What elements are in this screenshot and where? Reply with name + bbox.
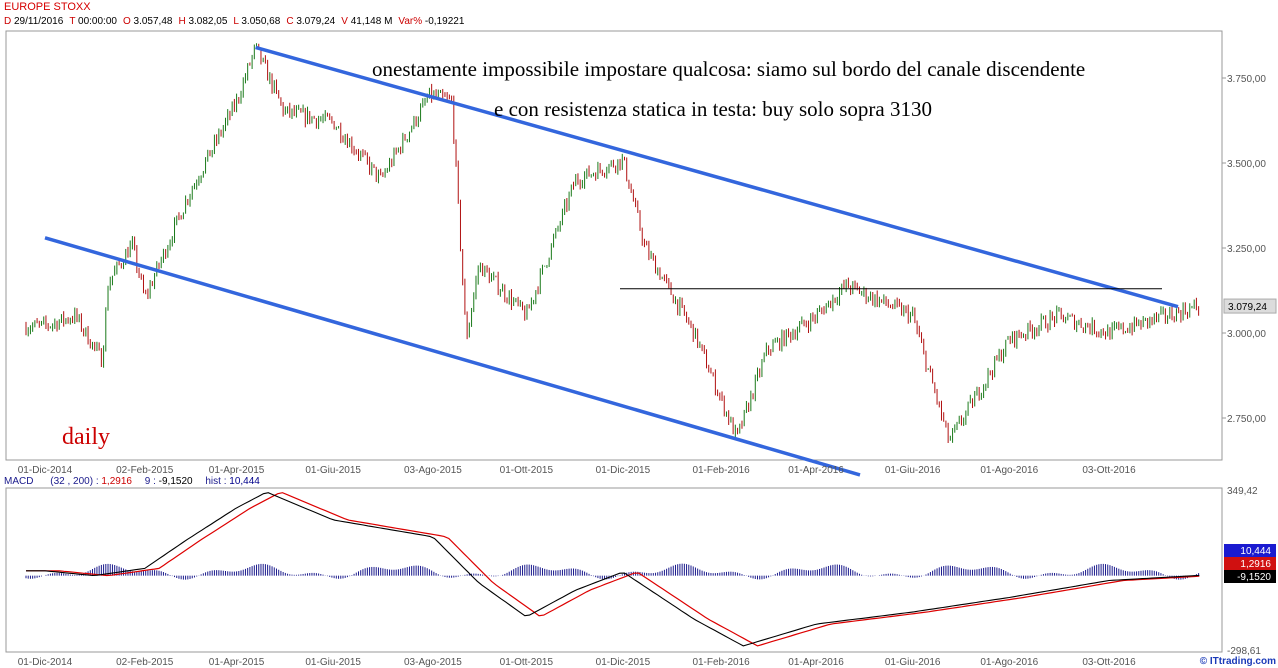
x-tick-label: 01-Giu-2016 — [885, 465, 941, 476]
x-tick-label: 01-Dic-2015 — [596, 465, 651, 476]
y-tick-label: 3.250,00 — [1227, 244, 1266, 255]
macd-params: (32 , 200) : — [50, 476, 99, 487]
x-tick-label: 02-Feb-2015 — [116, 657, 174, 668]
x-tick-label: 01-Giu-2015 — [305, 657, 361, 668]
last-price-box — [1223, 298, 1277, 314]
macd-y-min: -298,61 — [1227, 646, 1261, 657]
price-panel — [5, 30, 1223, 461]
macd-label: MACD — [4, 476, 34, 487]
x-tick-label: 01-Apr-2015 — [209, 465, 265, 476]
x-tick-label: 03-Ott-2016 — [1082, 657, 1136, 668]
x-tick-label: 01-Ott-2015 — [500, 465, 554, 476]
field-value: 29/11/2016 — [14, 16, 64, 27]
field-key: Var% — [398, 16, 425, 27]
macd-value: 1,2916 — [101, 476, 132, 487]
x-tick-label: 03-Ott-2016 — [1082, 465, 1136, 476]
field-key: T — [69, 16, 79, 27]
macd-lines — [25, 492, 1200, 647]
macd-value-box — [1224, 570, 1276, 583]
x-tick-label: 03-Ago-2015 — [404, 465, 462, 476]
hist-value: 10,444 — [229, 476, 260, 487]
macd-line — [26, 492, 1200, 647]
macd-value-label: 10,444 — [1240, 546, 1271, 557]
ohlc-readout: D 29/11/2016 T 00:00:00 O 3.057,48 H 3.082,… — [4, 16, 470, 27]
x-tick-label: 01-Giu-2015 — [305, 465, 361, 476]
field-value: 3.079,24 — [296, 16, 336, 27]
x-tick-label: 01-Feb-2016 — [692, 657, 750, 668]
x-tick-label: 01-Ago-2016 — [980, 657, 1038, 668]
field-key: O — [122, 16, 134, 27]
field-key: C — [286, 16, 297, 27]
x-tick-label: 03-Ago-2015 — [404, 657, 462, 668]
channel-lower-line — [44, 236, 861, 477]
hist-label: hist : — [205, 476, 227, 487]
price-x-axis: 01-Dic-2014 02-Feb-2015 01-Apr-2015 01-Giu-… — [18, 465, 1136, 476]
annotation-line1: onestamente impossibile impostare qualco… — [372, 57, 1085, 81]
field-value: 00:00:00 — [78, 16, 117, 27]
price-overlays — [44, 45, 1179, 477]
field-key: H — [178, 16, 189, 27]
macd-panel — [5, 487, 1223, 653]
annotation-line2: e con resistenza statica in testa: buy s… — [494, 97, 932, 121]
field-value: 3.050,68 — [241, 16, 281, 27]
last-price-label: 3.079,24 — [1228, 302, 1267, 313]
field-key: D — [4, 16, 14, 27]
macd-value-label: -9,1520 — [1237, 572, 1271, 583]
x-tick-label: 01-Ago-2016 — [980, 465, 1038, 476]
channel-upper-line — [255, 45, 1179, 309]
price-y-axis: 3.750,00 3.500,00 3.250,00 3.000,00 2.750,00… — [1222, 74, 1277, 425]
field-key: L — [233, 16, 242, 27]
brand-watermark: © ITtrading.com — [1199, 656, 1276, 667]
signal-label: 9 : — [144, 476, 156, 487]
x-tick-label: 01-Apr-2016 — [788, 657, 844, 668]
x-tick-label: 01-Dic-2015 — [596, 657, 651, 668]
field-value: 3.082,05 — [188, 16, 228, 27]
x-tick-label: 01-Ott-2015 — [500, 657, 554, 668]
y-tick-label: 3.500,00 — [1227, 159, 1266, 170]
macd-readout: MACD (32 , 200) : 1,2916 9 : -9,1520 his… — [4, 476, 270, 487]
signal-line — [26, 492, 1200, 647]
x-tick-label: 01-Dic-2014 — [18, 657, 73, 668]
x-tick-label: 01-Apr-2016 — [788, 465, 844, 476]
x-tick-label: 02-Feb-2015 — [116, 465, 174, 476]
macd-y-max: 349,42 — [1227, 486, 1258, 497]
signal-value: -9,1520 — [158, 476, 193, 487]
y-tick-label: 2.750,00 — [1227, 414, 1266, 425]
y-tick-label: 3.750,00 — [1227, 74, 1266, 85]
field-value: 3.057,48 — [133, 16, 173, 27]
x-tick-label: 01-Feb-2016 — [692, 465, 750, 476]
daily-label: daily — [62, 424, 110, 450]
macd-y-axis: 349,42 -298,61 10,444 1,2916 -9,1520 — [1224, 486, 1276, 657]
field-value: 41,148 M — [350, 16, 393, 27]
field-key: V — [341, 16, 351, 27]
price-candles — [25, 43, 1200, 443]
x-tick-label: 01-Dic-2014 — [18, 465, 73, 476]
macd-value-label: 1,2916 — [1240, 559, 1271, 570]
chart-title: EUROPE STOXX — [4, 1, 91, 13]
x-tick-label: 01-Apr-2015 — [209, 657, 265, 668]
macd-value-box — [1224, 544, 1276, 557]
field-value: -0,19221 — [424, 16, 465, 27]
macd-x-axis: 01-Dic-2014 02-Feb-2015 01-Apr-2015 01-Giu-… — [18, 657, 1136, 668]
macd-value-box — [1224, 557, 1276, 570]
y-tick-label: 3.000,00 — [1227, 329, 1266, 340]
x-tick-label: 01-Giu-2016 — [885, 657, 941, 668]
